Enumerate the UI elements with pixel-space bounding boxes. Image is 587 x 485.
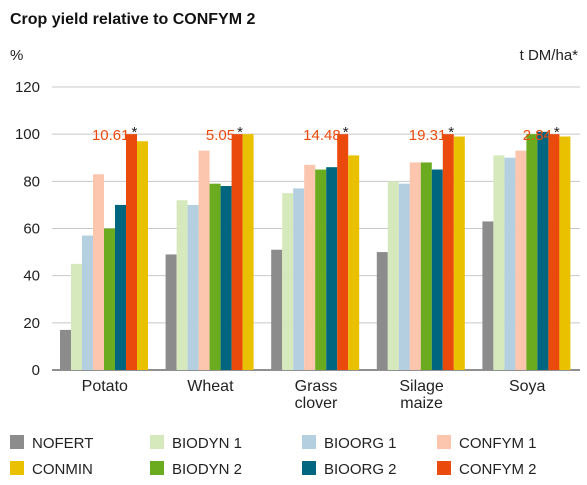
annotation-note: *: [554, 124, 560, 141]
annotation: 10.61: [92, 127, 130, 144]
bar: [420, 162, 432, 370]
legend-swatch: [150, 461, 164, 475]
x-tick-label: Silage maize: [399, 378, 444, 412]
bar: [337, 134, 349, 370]
bar: [271, 249, 283, 370]
bar: [493, 155, 505, 370]
bar: [137, 141, 148, 370]
bar: [453, 136, 465, 370]
legend-swatch: [302, 435, 316, 449]
y-tick-label: 60: [23, 221, 40, 238]
y-tick-label: 40: [23, 268, 40, 285]
bar: [220, 186, 232, 370]
bar: [60, 329, 71, 370]
bar: [165, 254, 177, 370]
annotation: 5.05: [206, 127, 235, 144]
x-tick-label: Wheat: [187, 378, 234, 395]
y2-axis-label: t DM/ha*: [520, 47, 579, 64]
bar: [326, 167, 338, 370]
bar: [104, 228, 115, 370]
bar: [187, 204, 199, 370]
legend-label: BIODYN 1: [172, 435, 242, 452]
legend-swatch: [150, 435, 164, 449]
annotation-note: *: [132, 124, 138, 141]
annotation-note: *: [448, 124, 454, 141]
annotation-note: *: [237, 124, 243, 141]
y-tick-label: 20: [23, 315, 40, 332]
bar: [482, 221, 494, 370]
bar: [115, 204, 126, 370]
bar: [304, 164, 316, 370]
legend-swatch: [302, 461, 316, 475]
bar: [198, 150, 210, 370]
bar: [559, 136, 571, 370]
y-tick-label: 100: [15, 126, 40, 143]
bar: [71, 263, 82, 370]
bar: [537, 131, 549, 370]
bar: [526, 134, 538, 370]
legend-label: BIOORG 1: [324, 435, 397, 452]
annotation: 2.84: [523, 127, 552, 144]
bar: [126, 134, 137, 370]
legend-swatch: [10, 461, 24, 475]
bar: [398, 183, 410, 370]
legend-label: CONMIN: [32, 461, 93, 478]
y-tick-label: 120: [15, 79, 40, 96]
bar: [387, 181, 399, 370]
bar: [82, 235, 93, 370]
x-tick-label: Soya: [508, 378, 546, 395]
bar: [515, 150, 527, 370]
annotation: 19.31: [409, 127, 447, 144]
legend-swatch: [437, 461, 451, 475]
x-tick-label: Potato: [81, 378, 128, 395]
bar: [282, 193, 294, 370]
legend-label: BIOORG 2: [324, 461, 397, 478]
bar: [409, 162, 421, 370]
bar: [209, 183, 221, 370]
bar: [293, 188, 305, 370]
annotation: 14.48: [303, 127, 341, 144]
bar: [504, 157, 516, 370]
bar: [376, 252, 388, 370]
bar: [315, 169, 327, 370]
bar: [431, 169, 443, 370]
legend-label: CONFYM 1: [459, 435, 537, 452]
y-tick-label: 0: [32, 362, 40, 379]
bar: [93, 174, 104, 370]
legend-label: CONFYM 2: [459, 461, 537, 478]
legend-label: BIODYN 2: [172, 461, 242, 478]
bar: [548, 134, 560, 370]
bar: [176, 200, 188, 370]
y-tick-label: 80: [23, 173, 40, 190]
y-axis-label: %: [10, 47, 23, 64]
x-tick-label: Grass clover: [294, 378, 338, 412]
legend-swatch: [10, 435, 24, 449]
bar: [442, 134, 454, 370]
legend-label: NOFERT: [32, 435, 93, 452]
bar: [231, 134, 243, 370]
bar: [242, 134, 254, 370]
annotation-note: *: [343, 124, 349, 141]
chart-title: Crop yield relative to CONFYM 2: [10, 11, 255, 28]
bar: [348, 155, 360, 370]
legend-swatch: [437, 435, 451, 449]
